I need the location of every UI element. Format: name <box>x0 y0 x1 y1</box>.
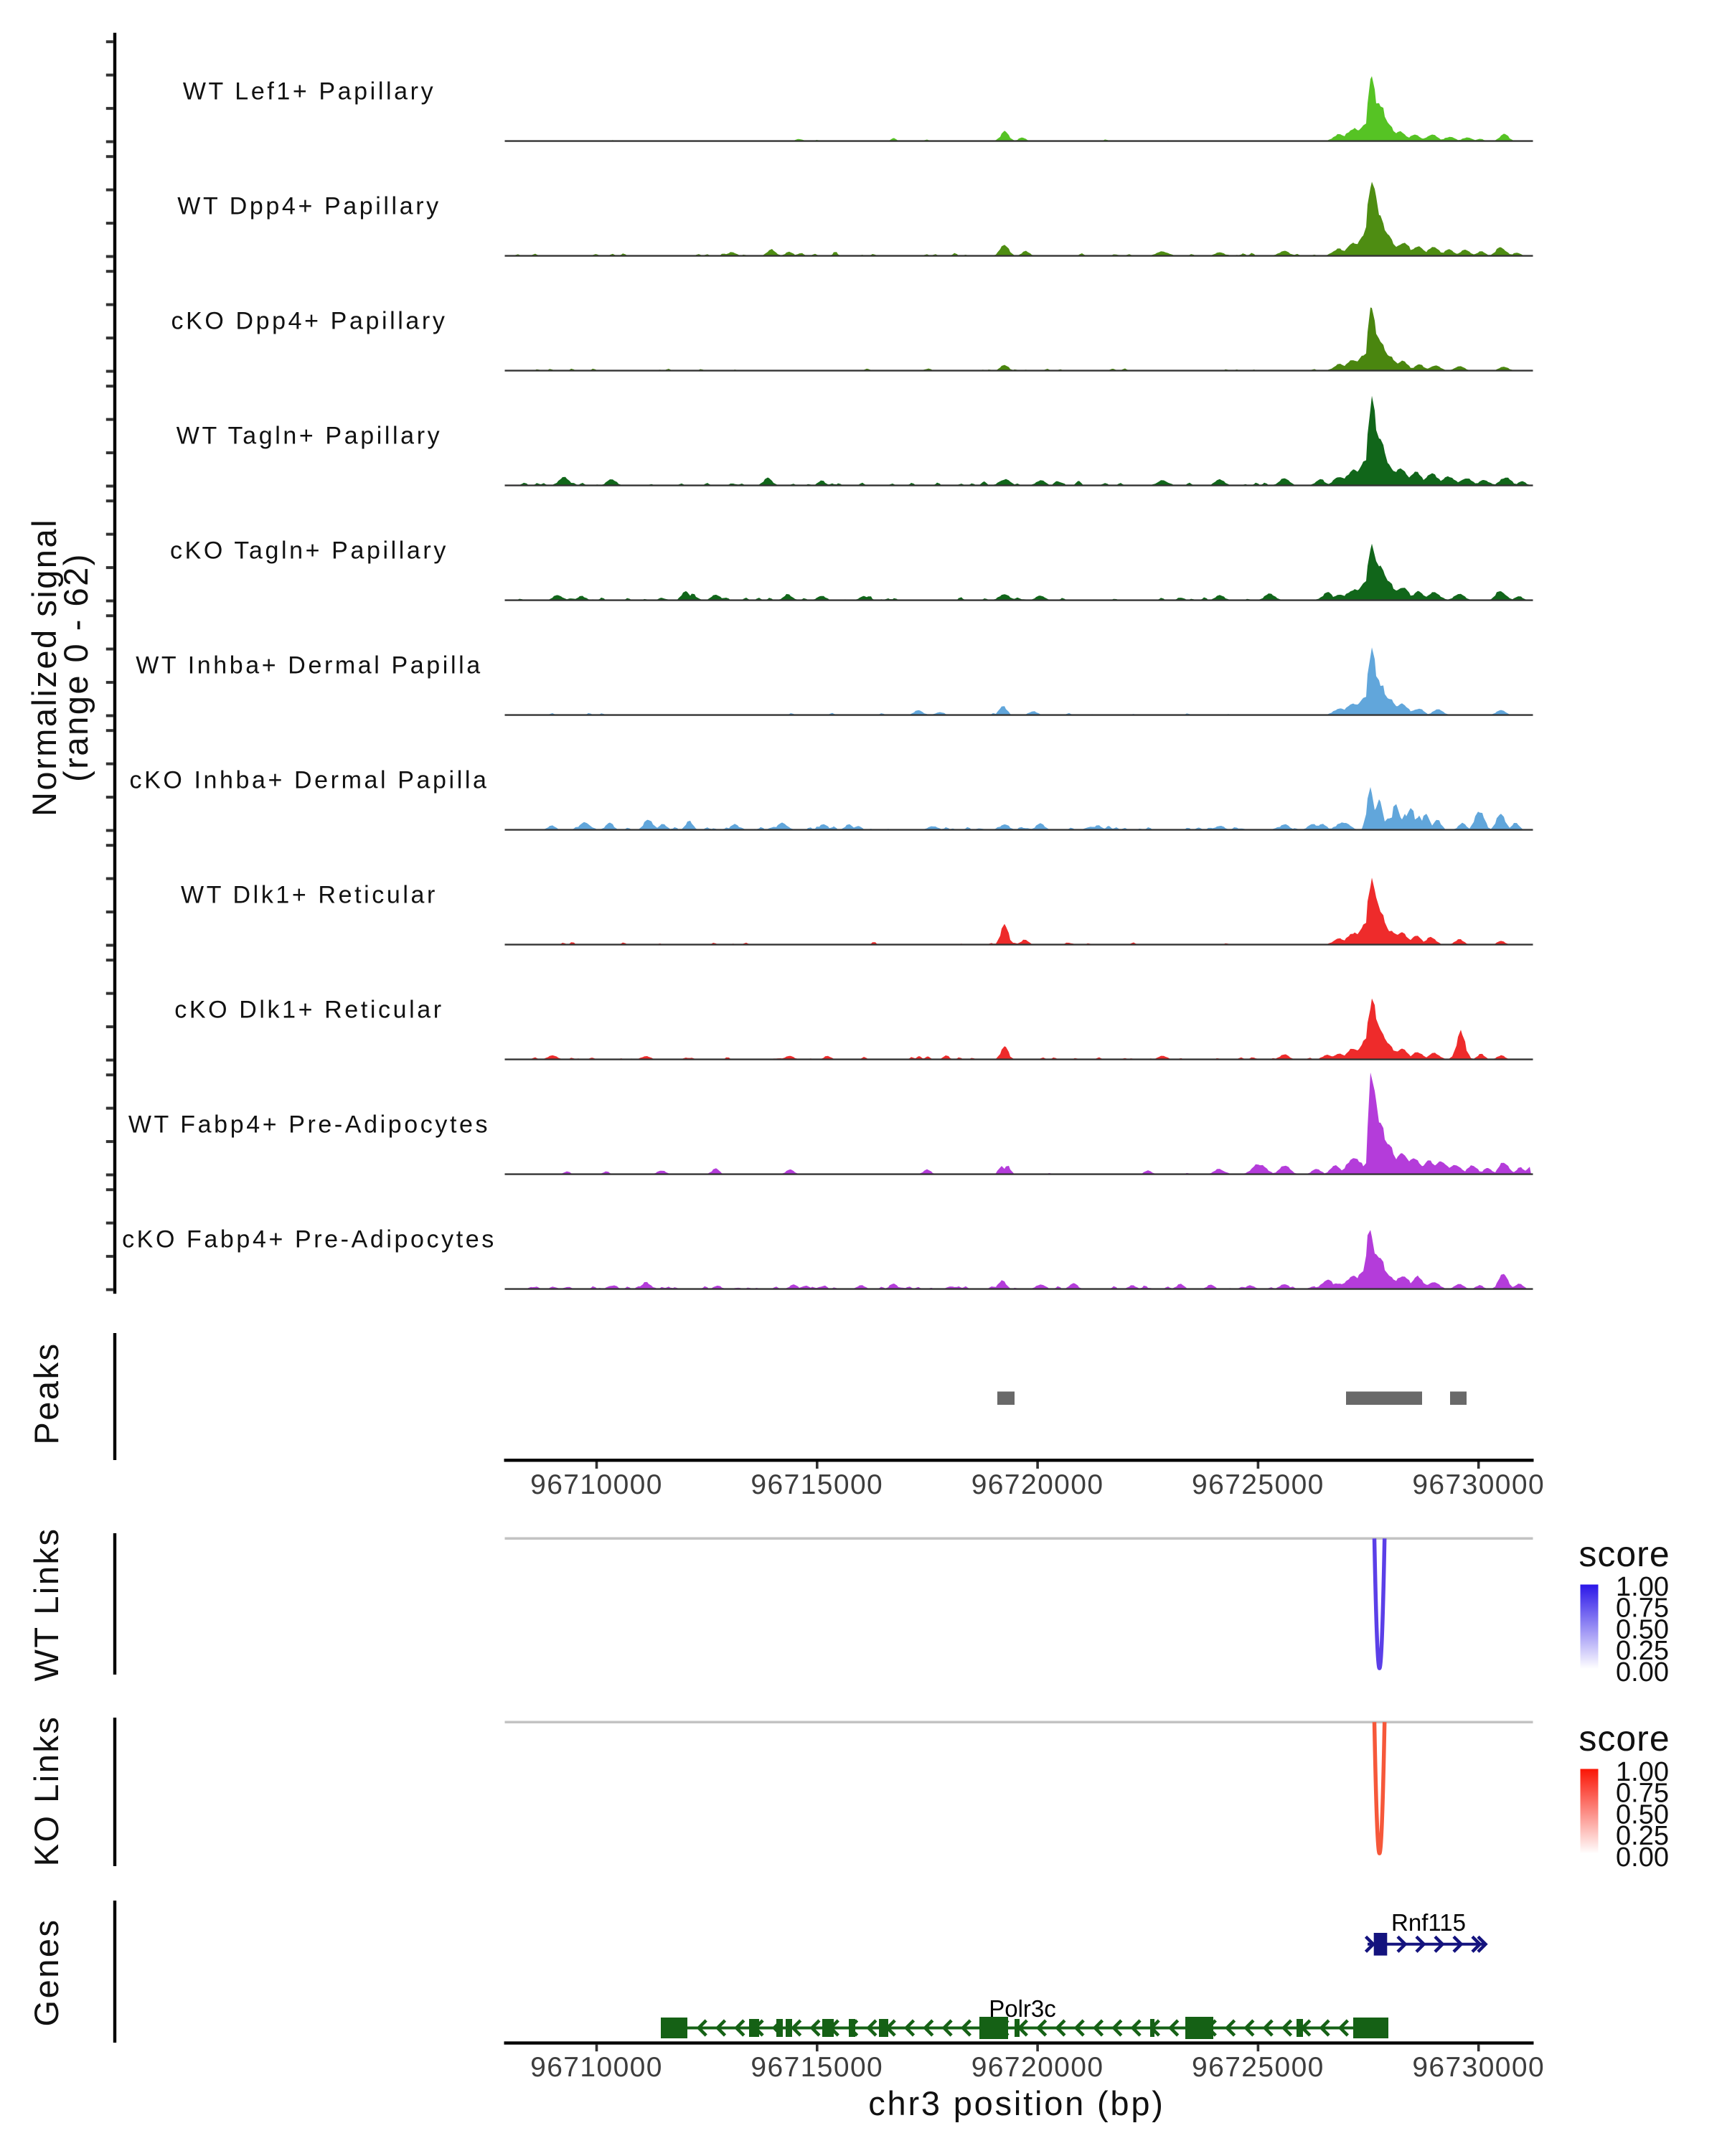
svg-text:Genes: Genes <box>27 1919 65 2027</box>
svg-text:96730000: 96730000 <box>1412 1469 1545 1500</box>
svg-text:96715000: 96715000 <box>751 2052 883 2083</box>
svg-text:1.00: 1.00 <box>1616 1757 1669 1787</box>
svg-text:96725000: 96725000 <box>1192 2052 1325 2083</box>
svg-text:0.25: 0.25 <box>1616 1636 1669 1666</box>
svg-text:0.75: 0.75 <box>1616 1594 1669 1624</box>
svg-text:96710000: 96710000 <box>530 2052 663 2083</box>
svg-text:Polr3c: Polr3c <box>989 1995 1056 2022</box>
svg-text:Normalized signal: Normalized signal <box>25 518 63 816</box>
svg-text:96715000: 96715000 <box>751 1469 883 1500</box>
svg-text:chr3 position (bp): chr3 position (bp) <box>868 2084 1165 2122</box>
svg-text:1.00: 1.00 <box>1616 1572 1669 1602</box>
svg-text:0.25: 0.25 <box>1616 1821 1669 1851</box>
svg-text:cKO Tagln+ Papillary: cKO Tagln+ Papillary <box>170 537 448 565</box>
svg-text:0.00: 0.00 <box>1616 1657 1669 1687</box>
svg-text:0.75: 0.75 <box>1616 1779 1669 1809</box>
svg-text:cKO Inhba+ Dermal Papilla: cKO Inhba+ Dermal Papilla <box>129 767 489 794</box>
svg-text:WT Links: WT Links <box>27 1527 65 1682</box>
svg-text:cKO Fabp4+ Pre-Adipocytes: cKO Fabp4+ Pre-Adipocytes <box>122 1226 497 1253</box>
svg-text:0.00: 0.00 <box>1616 1842 1669 1873</box>
svg-text:96725000: 96725000 <box>1192 1469 1325 1500</box>
svg-text:KO Links: KO Links <box>27 1715 65 1867</box>
svg-text:0.50: 0.50 <box>1616 1799 1669 1830</box>
svg-text:score: score <box>1578 1534 1670 1574</box>
svg-text:0.50: 0.50 <box>1616 1614 1669 1644</box>
svg-text:score: score <box>1578 1718 1670 1759</box>
svg-text:(range 0 - 62): (range 0 - 62) <box>57 552 95 782</box>
svg-text:96730000: 96730000 <box>1412 2052 1545 2083</box>
svg-text:Peaks: Peaks <box>27 1342 65 1444</box>
svg-text:WT Tagln+ Papillary: WT Tagln+ Papillary <box>177 423 442 450</box>
svg-text:WT Dpp4+ Papillary: WT Dpp4+ Papillary <box>177 193 441 220</box>
svg-text:WT Dlk1+ Reticular: WT Dlk1+ Reticular <box>181 882 438 909</box>
svg-text:96710000: 96710000 <box>530 1469 663 1500</box>
svg-text:WT Fabp4+ Pre-Adipocytes: WT Fabp4+ Pre-Adipocytes <box>128 1111 490 1139</box>
svg-text:cKO Dpp4+ Papillary: cKO Dpp4+ Papillary <box>171 308 448 335</box>
svg-text:96720000: 96720000 <box>971 2052 1104 2083</box>
svg-text:WT Inhba+ Dermal Papilla: WT Inhba+ Dermal Papilla <box>136 652 483 679</box>
svg-text:96720000: 96720000 <box>971 1469 1104 1500</box>
svg-text:Rnf115: Rnf115 <box>1391 1909 1466 1936</box>
svg-text:WT Lef1+ Papillary: WT Lef1+ Papillary <box>183 78 436 105</box>
svg-text:cKO Dlk1+ Reticular: cKO Dlk1+ Reticular <box>174 997 443 1024</box>
